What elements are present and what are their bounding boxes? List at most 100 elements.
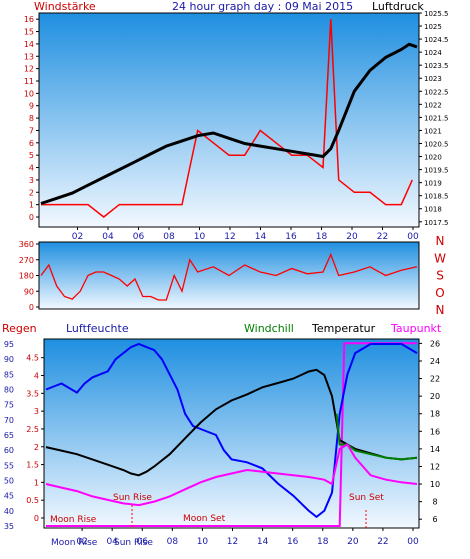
windchill-line <box>335 413 418 461</box>
compass-label: O <box>435 286 444 300</box>
legend-windchill: Windchill <box>244 322 294 335</box>
wind-y-tick-label: 13 <box>24 52 34 61</box>
moon-rise-short-label: Moon Rise <box>51 538 98 548</box>
wind-pressure-panel: Windstärke 24 hour graph day : 09 Mai 20… <box>24 0 449 242</box>
temperature-x-axis: 02 04 06 08 10 12 14 16 18 20 22 00 <box>76 528 419 547</box>
temperature-x-tick-label: 20 <box>347 537 359 547</box>
wind-x-tick-label: 10 <box>194 232 206 242</box>
direction-y-tick-label: 360 <box>19 240 34 249</box>
pressure-title: Luftdruck <box>372 0 424 13</box>
pressure-y-tick-label: 1020 <box>424 154 442 162</box>
wind-y-tick-label: 1 <box>29 201 34 210</box>
temperature-y-tick-label: 18 <box>430 410 440 419</box>
compass-label: N <box>436 303 445 317</box>
humidity-y-tick-label: 75 <box>4 401 14 410</box>
wind-x-tick-label: 16 <box>285 232 297 242</box>
wind-x-tick-label: 06 <box>133 232 145 242</box>
graph-title: 24 hour graph day : 09 Mai 2015 <box>172 0 353 13</box>
humidity-y-tick-label: 50 <box>4 477 14 486</box>
temperature-x-tick-label: 00 <box>407 537 419 547</box>
humidity-y-tick-label: 90 <box>4 355 14 364</box>
temperature-line <box>45 368 418 477</box>
wind-x-tick-label: 20 <box>346 232 358 242</box>
temperature-x-tick-label: 12 <box>227 537 238 547</box>
wind-y-tick-label: 16 <box>24 15 34 24</box>
rain-y-tick-label: 4 <box>34 372 39 381</box>
wind-title: Windstärke <box>34 0 96 13</box>
wind-y-tick-label: 8 <box>29 114 34 123</box>
humidity-y-axis: 35 40 45 50 55 60 65 70 75 80 85 90 95 <box>4 340 14 531</box>
temperature-x-tick-label: 08 <box>167 537 179 547</box>
legend-temperature: Temperatur <box>311 322 376 335</box>
wind-y-tick-label: 2 <box>29 188 34 197</box>
rain-y-tick-label: 3 <box>34 407 39 416</box>
temperature-x-tick-label: 06 <box>137 537 149 547</box>
wind-x-tick-label: 04 <box>102 232 114 242</box>
wind-pressure-plot-area <box>38 12 420 228</box>
temperature-x-tick-label: 22 <box>377 537 388 547</box>
rain-y-tick-label: 2 <box>34 443 39 452</box>
pressure-y-axis: 1017.5 1018 1018.5 1019 1019.5 1020 1020.5 1021… <box>419 10 449 227</box>
pressure-y-tick-label: 1021 <box>424 127 442 135</box>
rain-y-axis: 0 0.5 1 1.5 2 2.5 3 3.5 4 4.5 <box>26 354 44 523</box>
temperature-panel: Regen Luftfeuchte Windchill Temperatur T… <box>2 322 442 548</box>
wind-x-tick-label: 08 <box>163 232 175 242</box>
rain-y-tick-label: 2.5 <box>26 425 39 434</box>
humidity-y-tick-label: 85 <box>4 370 14 379</box>
direction-y-tick-label: 180 <box>19 272 34 281</box>
pressure-y-tick-label: 1023 <box>424 75 442 83</box>
pressure-y-tick-label: 1017.5 <box>424 219 449 227</box>
pressure-y-tick-label: 1018 <box>424 206 442 214</box>
wind-x-tick-label: 18 <box>316 232 328 242</box>
compass-label: N <box>436 234 445 248</box>
moon-set-label: Moon Set <box>183 514 226 524</box>
wind-y-tick-label: 6 <box>29 139 34 148</box>
rain-line <box>46 342 417 527</box>
pressure-y-tick-label: 1020.5 <box>424 140 449 148</box>
direction-y-tick-label: 0 <box>29 303 34 312</box>
wind-y-tick-label: 9 <box>29 102 34 111</box>
wind-x-tick-label: 22 <box>377 232 388 242</box>
wind-y-tick-label: 11 <box>24 77 34 86</box>
pressure-y-tick-label: 1024.5 <box>424 36 449 44</box>
temperature-x-tick-label: 18 <box>317 537 329 547</box>
temperature-y-tick-label: 10 <box>430 480 440 489</box>
pressure-y-tick-label: 1022 <box>424 101 442 109</box>
wind-x-tick-label: 14 <box>255 232 267 242</box>
wind-x-tick-label: 12 <box>224 232 235 242</box>
humidity-line <box>45 342 418 519</box>
temperature-y-tick-label: 20 <box>430 392 440 401</box>
wind-x-tick-label: 02 <box>72 232 83 242</box>
pressure-y-tick-label: 1019.5 <box>424 167 449 175</box>
humidity-y-tick-label: 80 <box>4 386 14 395</box>
wind-y-tick-label: 12 <box>24 65 34 74</box>
pressure-y-tick-label: 1025.5 <box>424 10 449 18</box>
compass-label: W <box>434 251 446 265</box>
humidity-y-tick-label: 55 <box>4 461 14 470</box>
humidity-y-tick-label: 65 <box>4 431 14 440</box>
wind-x-axis: 02 04 06 08 10 12 14 16 18 20 22 00 <box>72 227 419 242</box>
direction-y-tick-label: 270 <box>19 256 34 265</box>
rain-y-tick-label: 1 <box>34 478 39 487</box>
compass-label: S <box>436 269 444 283</box>
humidity-y-tick-label: 40 <box>4 507 14 516</box>
temperature-y-tick-label: 6 <box>432 515 437 524</box>
pressure-line <box>40 42 418 205</box>
wind-pressure-series <box>40 19 418 218</box>
pressure-y-tick-label: 1018.5 <box>424 193 449 201</box>
temperature-y-tick-label: 26 <box>430 339 440 348</box>
rain-y-tick-label: 1.5 <box>26 461 39 470</box>
temperature-y-axis: 6 8 10 12 14 16 18 20 22 24 26 <box>419 339 440 524</box>
wind-x-tick-label: 00 <box>407 232 419 242</box>
temperature-plot-area <box>43 338 420 529</box>
humidity-title: Luftfeuchte <box>66 322 129 335</box>
wind-y-tick-label: 7 <box>29 126 34 135</box>
temperature-x-tick-label: 02 <box>76 537 87 547</box>
temperature-y-tick-label: 8 <box>432 498 437 507</box>
rain-title: Regen <box>2 322 37 335</box>
wind-y-tick-label: 4 <box>29 164 34 173</box>
moon-rise-label: Moon Rise <box>50 515 97 525</box>
